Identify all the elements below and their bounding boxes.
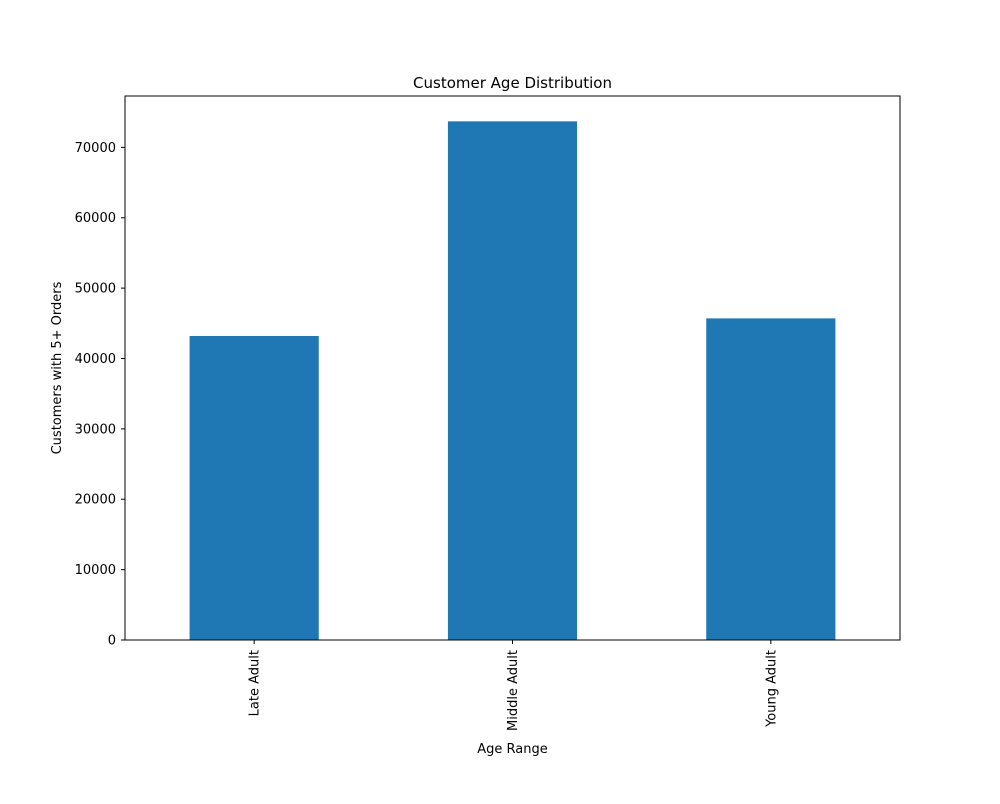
- x-axis-label: Age Range: [477, 742, 547, 757]
- y-tick-label: 40000: [75, 352, 116, 367]
- x-tick-label: Young Adult: [764, 650, 779, 728]
- y-tick-label: 0: [108, 634, 116, 649]
- y-tick-label: 70000: [75, 141, 116, 156]
- x-tick-label: Middle Adult: [506, 650, 521, 731]
- y-tick-label: 30000: [75, 422, 116, 437]
- y-tick-label: 20000: [75, 493, 116, 508]
- bar-middle-adult: [447, 121, 578, 640]
- plot-frame: [124, 95, 901, 641]
- x-axis-ticks: Late Adult Middle Adult Young Adult: [248, 640, 779, 731]
- bar-late-adult: [189, 335, 319, 640]
- bar-young-adult: [706, 318, 836, 640]
- y-tick-label: 60000: [75, 211, 116, 226]
- y-axis-label: Customers with 5+ Orders: [50, 281, 65, 454]
- x-tick-label: Late Adult: [248, 650, 263, 716]
- y-tick-label: 50000: [75, 282, 116, 297]
- chart-title: Customer Age Distribution: [413, 74, 612, 92]
- y-tick-label: 10000: [75, 563, 116, 578]
- bars: [189, 121, 836, 640]
- y-axis-ticks: 0 10000 20000 30000 40000 50000 60000 70000: [75, 141, 125, 649]
